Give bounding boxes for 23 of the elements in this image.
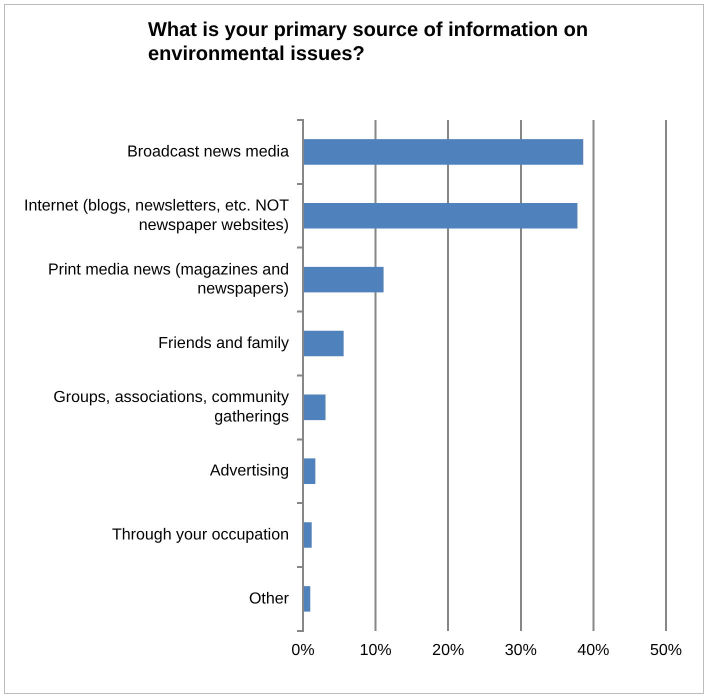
bar (304, 330, 344, 356)
x-tick-label: 40% (577, 642, 610, 659)
bar (304, 586, 310, 612)
bar (304, 458, 316, 484)
y-tick-label: Advertising (210, 462, 289, 480)
x-tick-label: 0% (291, 642, 315, 659)
chart-title: What is your primary source of information on environmental issues? (148, 18, 590, 66)
x-tick-label: 10% (360, 642, 392, 659)
bar (304, 522, 312, 548)
bar (304, 203, 578, 229)
y-tick-label: Groups, associations, community gatherings (53, 389, 289, 426)
y-tick-label: Through your occupation (112, 526, 289, 544)
bar (304, 394, 326, 420)
x-tick-label: 30% (504, 642, 537, 659)
bar (304, 139, 584, 165)
y-tick-label: Friends and family (158, 334, 289, 352)
y-tick-label: Internet (blogs, newsletters, etc. NOT newspaper websites) (24, 198, 290, 234)
y-tick-label: Other (248, 590, 290, 608)
x-tick-label: 50% (650, 642, 682, 659)
x-tick-label: 20% (432, 642, 464, 659)
bar (304, 266, 384, 292)
y-tick-label: Broadcast news media (127, 143, 290, 160)
y-tick-label: Print media news (magazines and newspapers) (48, 261, 289, 298)
